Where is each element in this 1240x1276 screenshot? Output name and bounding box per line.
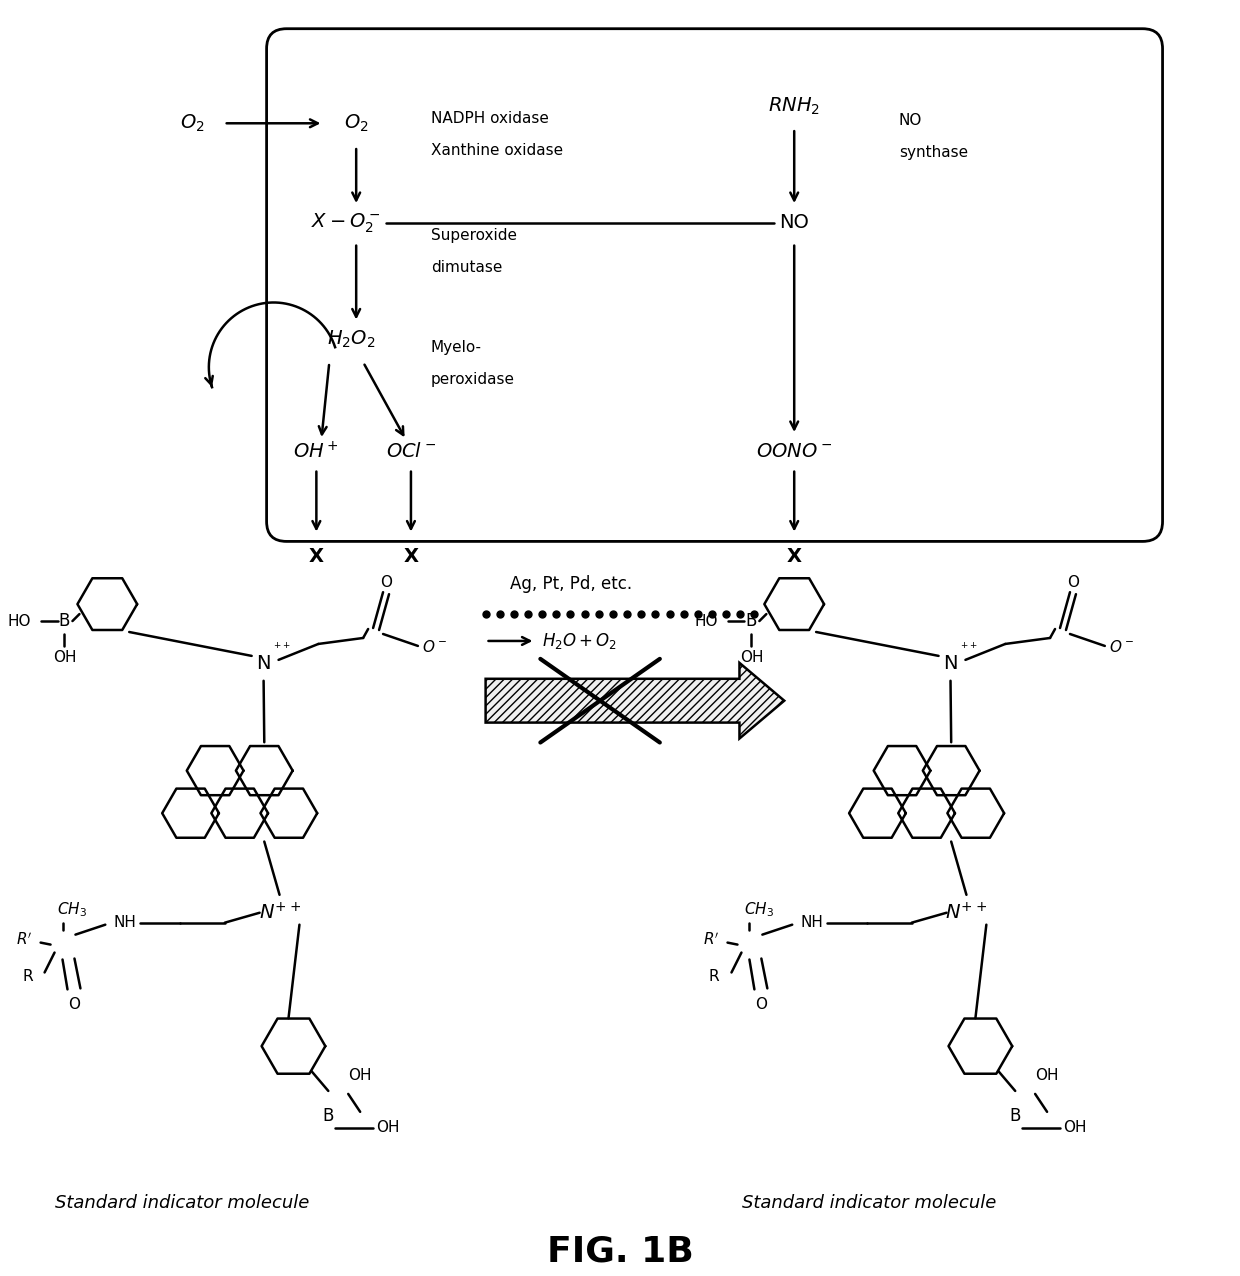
Text: OH: OH	[739, 651, 763, 665]
Text: $RNH_2$: $RNH_2$	[769, 96, 820, 117]
Text: Myelo-: Myelo-	[430, 339, 482, 355]
Text: B: B	[745, 612, 758, 630]
Text: dimutase: dimutase	[430, 260, 502, 276]
Text: NO: NO	[899, 112, 923, 128]
Text: OH: OH	[348, 1068, 372, 1083]
Text: NH: NH	[114, 915, 136, 930]
Text: O: O	[1066, 574, 1079, 590]
Text: OH: OH	[376, 1120, 399, 1136]
Text: B: B	[58, 612, 71, 630]
Text: synthase: synthase	[899, 144, 968, 160]
Text: $OONO^-$: $OONO^-$	[756, 443, 832, 462]
Text: Xanthine oxidase: Xanthine oxidase	[430, 143, 563, 158]
Text: $^{++}$: $^{++}$	[960, 642, 977, 655]
Text: NO: NO	[779, 213, 810, 232]
Text: N: N	[944, 655, 957, 674]
Text: X: X	[403, 547, 418, 565]
Text: X: X	[786, 547, 802, 565]
Text: $X-O_2^-$: $X-O_2^-$	[311, 211, 381, 235]
Text: $O^-$: $O^-$	[423, 639, 448, 655]
Text: $H_2O + O_2$: $H_2O + O_2$	[542, 630, 618, 651]
Text: Standard indicator molecule: Standard indicator molecule	[742, 1194, 996, 1212]
Text: R: R	[22, 968, 32, 984]
Text: B: B	[322, 1106, 334, 1125]
Text: $R'$: $R'$	[16, 931, 32, 948]
Text: $OCl^-$: $OCl^-$	[386, 443, 436, 462]
Text: $N^{++}$: $N^{++}$	[945, 902, 987, 924]
Text: Standard indicator molecule: Standard indicator molecule	[55, 1194, 309, 1212]
FancyBboxPatch shape	[267, 29, 1163, 541]
Text: X: X	[309, 547, 324, 565]
Polygon shape	[486, 662, 784, 739]
Text: $OH^+$: $OH^+$	[294, 441, 340, 462]
Text: NH: NH	[801, 915, 823, 930]
Text: Ag, Pt, Pd, etc.: Ag, Pt, Pd, etc.	[511, 575, 632, 593]
Text: HO: HO	[7, 614, 31, 629]
Text: $N^{++}$: $N^{++}$	[258, 902, 300, 924]
Text: HO: HO	[694, 614, 718, 629]
Text: OH: OH	[1035, 1068, 1059, 1083]
Text: OH: OH	[1063, 1120, 1086, 1136]
Text: O: O	[68, 997, 81, 1012]
Text: R: R	[709, 968, 719, 984]
Text: $O_2$: $O_2$	[343, 112, 368, 134]
Text: $R'$: $R'$	[703, 931, 719, 948]
Text: FIG. 1B: FIG. 1B	[547, 1234, 693, 1268]
Text: $O^-$: $O^-$	[1110, 639, 1135, 655]
Text: O: O	[755, 997, 768, 1012]
Text: $CH_3$: $CH_3$	[57, 901, 88, 919]
Text: NADPH oxidase: NADPH oxidase	[430, 111, 549, 126]
Text: $^{++}$: $^{++}$	[273, 642, 290, 655]
Text: $O_2$: $O_2$	[180, 112, 205, 134]
Text: $H_2O_2$: $H_2O_2$	[327, 329, 376, 350]
Text: N: N	[257, 655, 270, 674]
Text: $CH_3$: $CH_3$	[744, 901, 774, 919]
Text: peroxidase: peroxidase	[430, 371, 515, 387]
Text: O: O	[379, 574, 392, 590]
Text: Superoxide: Superoxide	[430, 228, 517, 244]
Text: OH: OH	[53, 651, 76, 665]
Text: B: B	[1009, 1106, 1021, 1125]
